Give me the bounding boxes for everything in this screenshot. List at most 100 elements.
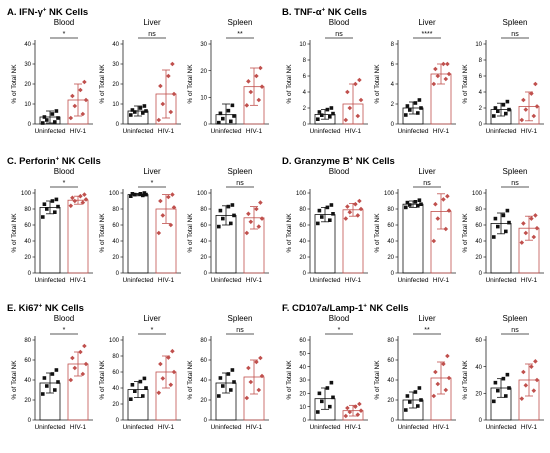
data-point [404, 113, 408, 117]
y-tick-label: 60 [112, 223, 119, 229]
subplot-blood: Blood % of Total NK 0 20 40 60 80 100 Uninfected… [286, 167, 368, 284]
subplot-title: Liver [418, 314, 436, 323]
data-point [130, 108, 135, 112]
y-axis-label: % of Total NK [11, 64, 18, 104]
y-tick-label: 60 [475, 223, 482, 229]
data-point [83, 361, 89, 367]
y-axis-label: % of Total NK [286, 64, 293, 104]
data-point [54, 109, 59, 113]
panel-letter: B. TNF-α [282, 7, 322, 18]
data-point [244, 230, 250, 236]
panel-letter: E. Ki67 [7, 303, 39, 314]
data-point [248, 379, 254, 385]
significance-label: ns [148, 31, 156, 38]
data-point [45, 384, 49, 388]
y-tick-label: 20 [387, 398, 394, 404]
data-point [246, 211, 251, 217]
subplot-title: Liver [143, 167, 161, 176]
data-point [505, 372, 510, 377]
data-point [529, 216, 534, 221]
data-point [142, 104, 147, 108]
data-point [519, 240, 525, 245]
subplot-title: Liver [418, 167, 436, 176]
y-tick-label: 0 [479, 418, 483, 424]
data-point [170, 61, 175, 67]
data-point [80, 371, 86, 377]
bar-hiv [67, 199, 89, 274]
y-tick-label: 60 [387, 358, 394, 364]
data-point [331, 212, 335, 216]
data-point [156, 390, 162, 396]
data-point [217, 224, 221, 229]
data-point [70, 355, 75, 361]
x-tick-label: Uninfected [309, 424, 340, 431]
data-point [417, 198, 422, 202]
data-point [501, 376, 506, 381]
data-point [416, 404, 420, 408]
data-point [41, 392, 45, 396]
y-axis-label: % of Total NK [99, 360, 106, 400]
data-point [138, 379, 143, 384]
data-point [232, 380, 236, 384]
data-point [41, 121, 45, 125]
data-point [158, 361, 163, 367]
data-point [53, 210, 57, 214]
y-tick-label: 4 [479, 90, 483, 96]
y-tick-label: 20 [387, 255, 394, 261]
data-point [504, 229, 508, 234]
data-point [529, 91, 534, 96]
data-point [355, 213, 361, 218]
data-point [433, 369, 438, 375]
y-tick-label: 60 [200, 358, 207, 364]
data-point [166, 194, 171, 200]
data-point [53, 120, 57, 124]
subplot-title: Liver [143, 314, 161, 323]
data-point [534, 225, 540, 231]
y-tick-label: 2 [303, 106, 307, 112]
data-point [328, 218, 332, 222]
data-point [431, 81, 437, 87]
panel-suffix: NK Cells [59, 156, 101, 167]
data-point [493, 380, 498, 385]
data-point [259, 84, 265, 89]
y-tick-label: 0 [391, 122, 395, 128]
y-tick-label: 60 [299, 223, 306, 229]
y-axis-label: % of Total NK [187, 213, 194, 253]
data-point [492, 399, 496, 404]
significance-label: * [63, 31, 66, 38]
data-point [226, 372, 231, 376]
data-point [141, 394, 145, 398]
data-point [129, 113, 133, 117]
x-tick-label: Uninfected [485, 277, 516, 284]
data-point [144, 109, 148, 113]
data-point [523, 383, 529, 388]
data-point [496, 109, 500, 113]
y-tick-label: 60 [24, 223, 31, 229]
data-point [413, 200, 418, 204]
data-point [45, 207, 49, 211]
y-axis-label: % of Total NK [187, 64, 194, 104]
data-point [345, 204, 350, 209]
y-tick-label: 80 [112, 207, 119, 213]
y-tick-label: 20 [299, 392, 306, 398]
data-point [343, 117, 349, 123]
data-point [248, 219, 254, 225]
subplot-liver: Liver % of Total NK 0 2 4 6 8 Uninfected HIV-1 **… [374, 18, 456, 135]
y-tick-label: 10 [299, 42, 306, 48]
data-point [328, 115, 332, 119]
significance-label: ns [511, 327, 519, 334]
data-point [358, 408, 364, 413]
data-point [325, 107, 330, 112]
data-point [405, 394, 410, 398]
x-tick-label: Uninfected [34, 424, 65, 431]
data-point [446, 71, 452, 77]
data-point [72, 103, 78, 109]
data-point [218, 376, 223, 380]
significance-label: ns [236, 327, 244, 334]
panel-superscript: + [322, 8, 326, 14]
y-tick-label: 40 [112, 42, 119, 48]
data-point [325, 205, 330, 210]
x-tick-label: HIV-1 [521, 424, 538, 431]
x-tick-label: Uninfected [122, 424, 153, 431]
